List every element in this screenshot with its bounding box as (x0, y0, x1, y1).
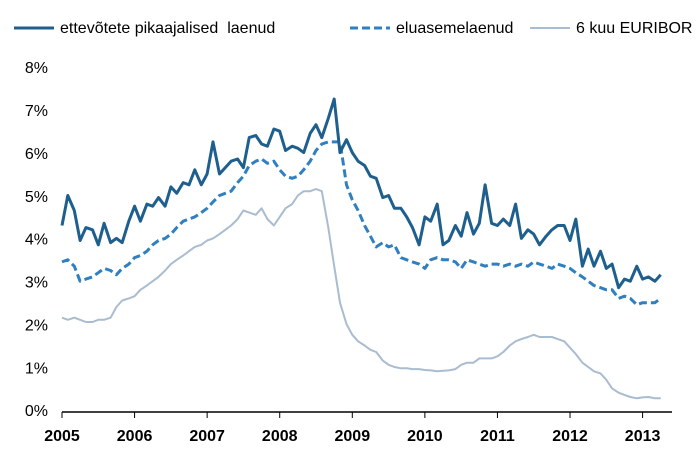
x-tick-label: 2008 (262, 428, 298, 445)
x-tick-label: 2006 (117, 428, 153, 445)
x-tick-label: 2013 (625, 428, 661, 445)
y-tick-label: 1% (25, 360, 48, 377)
x-tick-label: 2007 (189, 428, 225, 445)
y-tick-label: 8% (25, 60, 48, 77)
x-tick-label: 2005 (44, 428, 80, 445)
y-tick-label: 7% (25, 103, 48, 120)
x-tick-label: 2009 (335, 428, 371, 445)
y-tick-label: 6% (25, 146, 48, 163)
series-line (60, 97, 662, 290)
legend-label: ettevõtete pikaajalised laenud (60, 20, 275, 37)
x-tick-label: 2011 (480, 428, 515, 445)
legend-label: eluasemelaenud (396, 20, 513, 37)
legend-label: 6 kuu EURIBOR (576, 20, 692, 37)
x-tick-label: 2010 (407, 428, 443, 445)
y-tick-label: 0% (25, 403, 48, 420)
y-tick-label: 5% (25, 189, 48, 206)
x-tick-label: 2012 (552, 428, 588, 445)
y-tick-label: 3% (25, 275, 48, 292)
y-tick-label: 4% (25, 232, 48, 249)
series-line (61, 188, 661, 400)
y-tick-label: 2% (25, 317, 48, 334)
series-line (61, 140, 662, 307)
